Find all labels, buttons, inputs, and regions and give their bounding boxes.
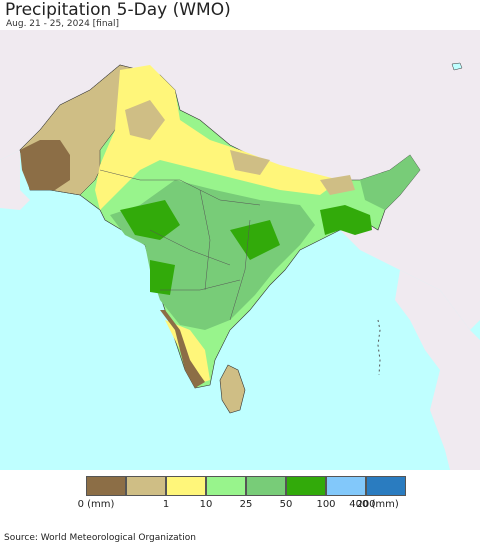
yellow-north (95, 65, 340, 210)
legend-swatch (286, 476, 326, 496)
heavy-patches (120, 200, 280, 295)
map-subtitle: Aug. 21 - 25, 2024 [final] (6, 19, 120, 29)
legend-swatch (86, 476, 126, 496)
legend-swatch (126, 476, 166, 496)
legend-label: 200 (356, 499, 376, 510)
legend-swatch (166, 476, 206, 496)
outside-land-north (0, 30, 480, 330)
legend-swatch (366, 476, 406, 496)
bangladesh-wet (320, 205, 372, 235)
sri-lanka (219, 364, 246, 414)
outside-land-east (395, 270, 480, 470)
legend-label: 10 (199, 499, 213, 510)
pakistan-very-dry (20, 140, 70, 190)
small-lake (451, 62, 463, 71)
source-note: Source: World Meteorological Organizatio… (4, 533, 196, 543)
legend-label: 25 (239, 499, 253, 510)
legend-label: 400 (mm) (349, 499, 399, 510)
legend-label: 100 (316, 499, 336, 510)
outside-land-west (0, 150, 30, 210)
precipitation-map (0, 30, 480, 470)
legend (0, 474, 480, 514)
legend-label: 50 (279, 499, 293, 510)
legend-swatch (246, 476, 286, 496)
tan-patches (125, 100, 355, 195)
legend-swatch (326, 476, 366, 496)
map-title: Precipitation 5-Day (WMO) (5, 0, 231, 20)
legend-swatch (206, 476, 246, 496)
state-borders (99, 169, 261, 321)
southwest-coast (160, 310, 205, 388)
northeast-wet (360, 155, 420, 210)
legend-label: 0 (mm) (77, 499, 115, 510)
legend-label: 1 (162, 499, 170, 510)
andaman-islands (377, 319, 381, 376)
